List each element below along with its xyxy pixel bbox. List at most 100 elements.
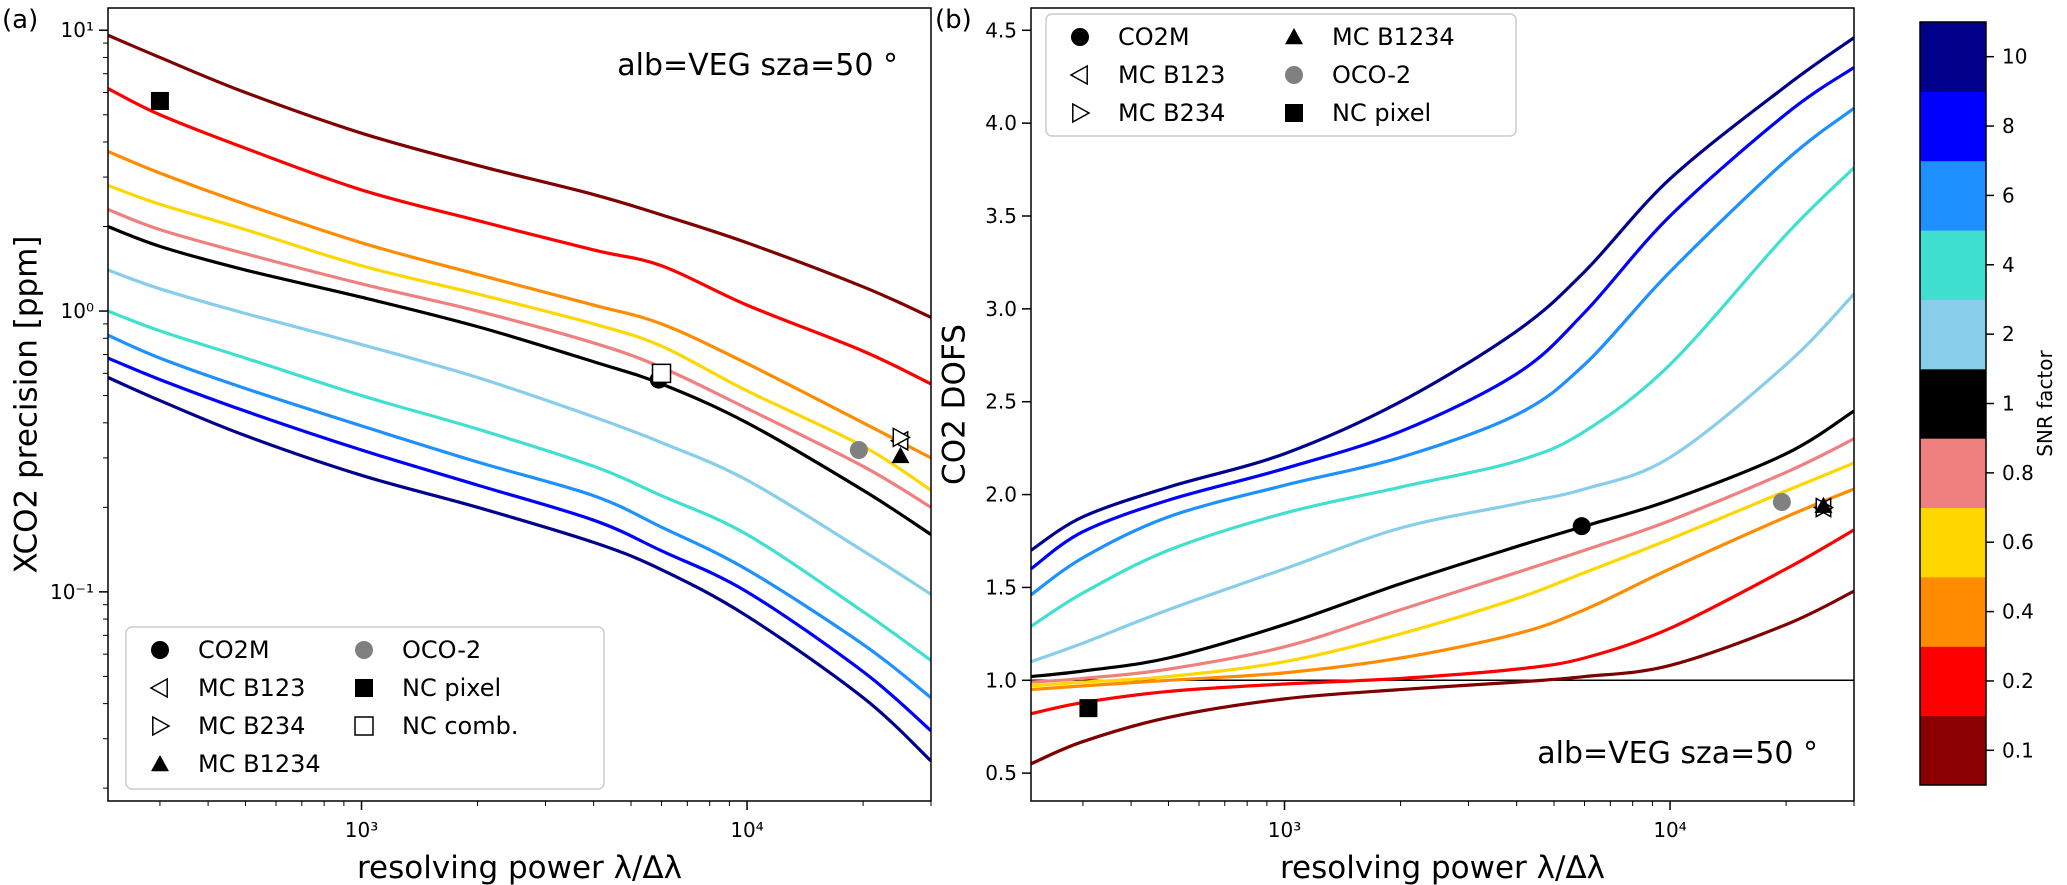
y-tick-label: 10⁻¹ [50, 580, 94, 604]
colorbar-segment-10 [1920, 22, 1986, 92]
plot-frame [1030, 7, 1855, 802]
y-tick-label: 2.0 [985, 483, 1017, 507]
legend-marker-co2m [151, 641, 169, 659]
panel-b-chart: 10³ 10⁴ 0.5 1.0 1.5 2.0 2.5 3.0 3.5 4.0 4.5 alb=VEG… [935, 5, 1855, 885]
legend: CO2M MC B123 MC B234 MC B1234 OCO-2 NC pixel N… [125, 626, 605, 790]
legend-label-nc-pixel: NC pixel [402, 674, 501, 702]
series-line-snr-0-6 [1031, 461, 1854, 688]
legend-marker-co2m [1071, 28, 1089, 46]
legend-label-nc-pixel: NC pixel [1332, 99, 1431, 127]
series-line-snr-0-4 [1031, 487, 1854, 692]
colorbar-frame [1919, 21, 1987, 786]
x-tick-label: 10⁴ [730, 818, 763, 842]
colorbar-segment-2 [1920, 299, 1986, 370]
data-markers [1079, 493, 1835, 718]
series-line-snr-0-2 [1031, 528, 1854, 716]
series-line-snr-8 [108, 356, 931, 733]
series-line-snr-0-6 [108, 183, 931, 492]
marker-nc-pixel [1079, 699, 1098, 718]
colorbar-tick-label: 2 [2002, 322, 2015, 346]
series-line-snr-4 [108, 309, 931, 662]
panel-a-chart: 10³ 10⁴ 10¹ 10⁰ 10⁻¹ alb=VEG sza=50 ° (a) resol… [2, 5, 932, 885]
marker-mc-b1234 [1814, 496, 1833, 513]
colorbar-tick-label: 0.2 [2002, 669, 2034, 693]
legend-label-nc-comb: NC comb. [402, 712, 518, 740]
colorbar-segment-4 [1920, 230, 1986, 300]
y-tick-label: 4.0 [985, 111, 1017, 135]
series-lines [1031, 36, 1854, 766]
colorbar-segment-0-6 [1920, 507, 1986, 578]
series-line-snr-8 [1031, 66, 1854, 571]
legend-marker-mc-b234 [1072, 102, 1091, 124]
series-line-snr-10 [108, 376, 931, 763]
x-tick-label: 10⁴ [1653, 818, 1686, 842]
colorbar-tick-label: 0.8 [2002, 461, 2034, 485]
plot-frame [107, 7, 932, 802]
colorbar-segment-0-2 [1920, 646, 1986, 717]
series-line-snr-6 [1031, 107, 1854, 597]
colorbar-segment-0-4 [1920, 576, 1986, 647]
legend-marker-nc-pixel [355, 679, 373, 697]
x-axis-label: resolving power λ/Δλ [1280, 850, 1605, 885]
plot-annotation: alb=VEG sza=50 ° [1537, 736, 1818, 771]
legend-marker-mc-b123 [1069, 64, 1088, 86]
marker-nc-comb [651, 363, 672, 384]
legend-marker-mc-b123 [149, 677, 168, 699]
snr-colorbar: 0.1 0.2 0.4 0.6 0.8 1 2 4 6 8 10 SNR factor [1919, 21, 2057, 786]
data-markers [150, 91, 912, 464]
x-tick-label: 10³ [1268, 818, 1301, 842]
legend-label-co2m: CO2M [1118, 23, 1190, 51]
series-line-snr-0-2 [108, 87, 931, 386]
colorbar-segment-1 [1920, 368, 1986, 439]
legend-box [1045, 13, 1517, 137]
legend-label-mc-b123: MC B123 [1118, 61, 1225, 89]
series-lines [108, 33, 931, 763]
y-tick-label: 3.0 [985, 297, 1017, 321]
colorbar-tick-label: 0.1 [2002, 738, 2034, 762]
series-line-snr-2 [108, 268, 931, 596]
series-line-snr-0-1 [1031, 589, 1854, 766]
colorbar-tick-label: 1 [2002, 392, 2015, 416]
series-line-snr-10 [1031, 36, 1854, 552]
x-tick-label: 10³ [345, 818, 378, 842]
panel-label: (a) [2, 5, 38, 35]
colorbar-tick-label: 0.4 [2002, 600, 2034, 624]
y-tick-label: 1.5 [985, 575, 1017, 599]
legend-marker-nc-comb [354, 716, 374, 736]
legend-label-oco-2: OCO-2 [402, 636, 481, 664]
legend-box [125, 626, 605, 790]
series-line-snr-0-4 [108, 150, 931, 460]
legend-label-oco-2: OCO-2 [1332, 61, 1411, 89]
colorbar-label: SNR factor [2033, 349, 2057, 456]
marker-co2m [1572, 517, 1591, 536]
colorbar-tick-label: 10 [2002, 45, 2027, 69]
y-tick-label: 2.5 [985, 390, 1017, 414]
legend-marker-oco-2 [1285, 66, 1303, 84]
colorbar-tick-label: 8 [2002, 114, 2015, 138]
series-line-snr-6 [108, 333, 931, 699]
plot-annotation: alb=VEG sza=50 ° [617, 48, 898, 83]
y-axis-label: CO2 DOFS [937, 324, 973, 485]
legend-label-mc-b123: MC B123 [198, 674, 305, 702]
colorbar-segment-6 [1920, 160, 1986, 231]
marker-mc-b1234 [891, 446, 910, 464]
series-line-snr-4 [1031, 166, 1854, 628]
colorbar-tick-label: 4 [2002, 253, 2015, 277]
legend-marker-nc-pixel [1285, 104, 1303, 122]
series-line-snr-0-8 [108, 207, 931, 509]
y-axis-label: XCO2 precision [ppm] [9, 235, 45, 573]
series-line-snr-1 [108, 225, 931, 536]
colorbar-segment-8 [1920, 91, 1986, 162]
colorbar-tick-label: 6 [2002, 183, 2015, 207]
colorbar-segment-0-8 [1920, 438, 1986, 509]
marker-oco-2 [849, 441, 868, 460]
y-tick-label: 10¹ [61, 18, 94, 42]
colorbar-segment-0-1 [1920, 715, 1986, 786]
legend-marker-mc-b234 [152, 715, 171, 737]
y-tick-label: 4.5 [985, 18, 1017, 42]
marker-nc-pixel [150, 91, 169, 110]
y-tick-label: 3.5 [985, 204, 1017, 228]
panel-label: (b) [935, 5, 972, 35]
legend-label-mc-b1234: MC B1234 [198, 750, 321, 778]
